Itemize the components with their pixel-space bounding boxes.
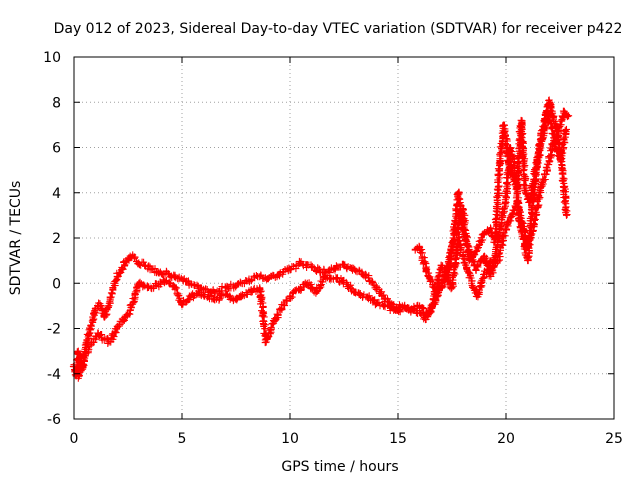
series-2-plus-path xyxy=(75,126,570,382)
y-tick-label: 8 xyxy=(52,95,61,111)
sdtvar-chart: Day 012 of 2023, Sidereal Day-to-day VTE… xyxy=(0,0,640,480)
series-2-markers xyxy=(75,126,570,382)
x-tick-label: 0 xyxy=(70,431,79,447)
y-tick-label: 10 xyxy=(43,50,61,66)
x-tick-label: 10 xyxy=(281,431,299,447)
y-tick-label: -6 xyxy=(47,412,61,428)
y-axis-label: SDTVAR / TECUs xyxy=(8,181,24,296)
y-tick-label: -2 xyxy=(47,322,61,338)
x-tick-label: 15 xyxy=(389,431,407,447)
y-tick-label: 4 xyxy=(52,186,61,202)
x-tick-label: 20 xyxy=(497,431,515,447)
y-tick-label: 6 xyxy=(52,141,61,157)
x-axis-label: GPS time / hours xyxy=(281,459,398,475)
y-tick-label: 0 xyxy=(52,276,61,292)
chart-title: Day 012 of 2023, Sidereal Day-to-day VTE… xyxy=(54,21,623,37)
x-tick-label: 5 xyxy=(178,431,187,447)
axis-ticks: 0 5 10 15 20 25 -6 -4 -2 0 2 4 6 8 10 xyxy=(43,50,623,447)
y-tick-label: 2 xyxy=(52,231,61,247)
y-tick-label: -4 xyxy=(47,367,61,383)
x-tick-label: 25 xyxy=(605,431,623,447)
data-points xyxy=(70,96,572,381)
